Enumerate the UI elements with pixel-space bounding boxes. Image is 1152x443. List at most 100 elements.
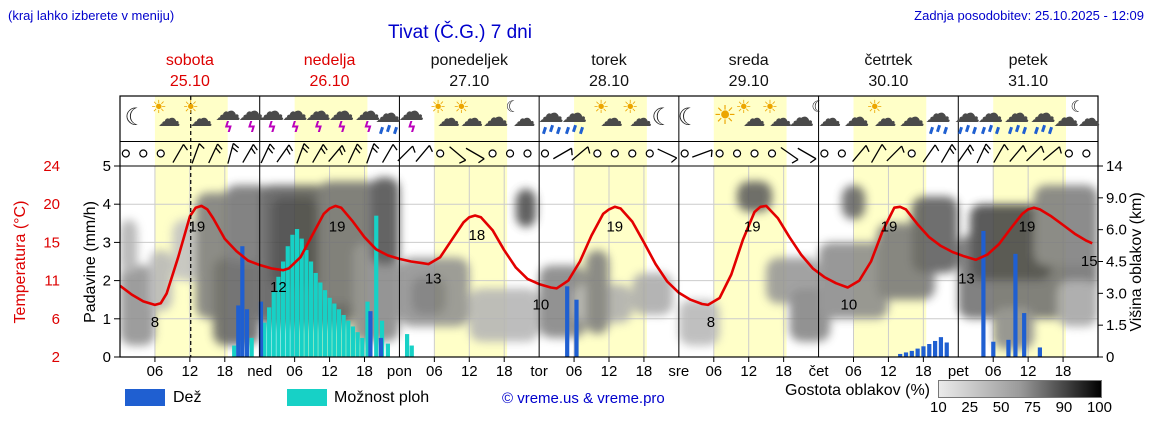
temperature-curve — [120, 204, 1093, 307]
svg-text:06: 06 — [845, 363, 862, 380]
svg-text:0: 0 — [103, 349, 111, 366]
day-name: petek — [1008, 52, 1048, 69]
svg-text:06: 06 — [566, 363, 583, 380]
svg-text:6: 6 — [52, 311, 60, 328]
density-tick: 10 — [930, 399, 947, 416]
svg-text:0: 0 — [1106, 349, 1114, 366]
svg-text:ned: ned — [247, 363, 272, 380]
svg-text:1: 1 — [103, 311, 111, 328]
temperature-labels: 8 19 12 19 13 18 10 19 8 19 10 19 13 19 15 — [151, 218, 1098, 331]
rain-legend-swatch — [125, 389, 165, 406]
day-date: 29.10 — [728, 73, 769, 90]
svg-text:13: 13 — [425, 271, 442, 288]
day-name: torek — [591, 52, 627, 69]
last-update: Zadnja posodobitev: 25.10.2025 - 12:09 — [914, 8, 1144, 23]
svg-text:06: 06 — [426, 363, 443, 380]
day-header-sob: sobota 25.10 — [120, 50, 260, 94]
day-name: sreda — [728, 52, 769, 69]
day-date: 26.10 — [309, 73, 350, 90]
svg-text:18: 18 — [915, 363, 932, 380]
cloud-density-ticks: 10 25 50 75 90 100 — [930, 399, 1112, 416]
svg-text:5: 5 — [103, 158, 111, 175]
svg-text:12: 12 — [321, 363, 338, 380]
svg-text:sre: sre — [668, 363, 689, 380]
day-date: 27.10 — [449, 73, 490, 90]
svg-text:3: 3 — [103, 234, 111, 251]
day-header-čet: četrtek 30.10 — [819, 50, 959, 94]
svg-text:06: 06 — [985, 363, 1002, 380]
svg-text:06: 06 — [147, 363, 164, 380]
svg-text:18: 18 — [636, 363, 653, 380]
shower-legend-label: Možnost ploh — [334, 389, 430, 406]
cloud-height-axis-label: Višina oblakov (km) — [1128, 192, 1145, 332]
svg-text:2: 2 — [103, 273, 111, 290]
copyright-link[interactable]: © vreme.us & vreme.pro — [502, 390, 665, 407]
svg-text:tor: tor — [530, 363, 548, 380]
svg-text:8: 8 — [707, 314, 715, 331]
page-title: Tivat (Č.G.) 7 dni — [388, 22, 532, 43]
density-tick: 25 — [961, 399, 979, 416]
svg-text:18: 18 — [775, 363, 792, 380]
svg-text:9.0: 9.0 — [1106, 190, 1127, 207]
svg-text:12: 12 — [601, 363, 618, 380]
svg-text:19: 19 — [1019, 218, 1036, 235]
menu-hint: (kraj lahko izberete v meniju) — [8, 8, 175, 23]
svg-text:18: 18 — [356, 363, 373, 380]
svg-text:12: 12 — [270, 279, 287, 296]
svg-text:12: 12 — [461, 363, 478, 380]
svg-text:24: 24 — [43, 158, 60, 175]
svg-text:18: 18 — [469, 227, 486, 244]
day-name: ponedeljek — [430, 52, 508, 69]
svg-text:12: 12 — [880, 363, 897, 380]
wind-barbs-row — [121, 142, 1091, 164]
day-date: 30.10 — [868, 73, 909, 90]
svg-text:18: 18 — [216, 363, 233, 380]
svg-text:6.0: 6.0 — [1106, 222, 1127, 239]
day-header-sre: sreda 29.10 — [679, 50, 819, 94]
day-name: nedelja — [303, 52, 356, 69]
svg-text:12: 12 — [1020, 363, 1037, 380]
svg-text:18: 18 — [1055, 363, 1072, 380]
day-date: 28.10 — [588, 73, 630, 90]
svg-text:19: 19 — [606, 218, 623, 235]
svg-text:10: 10 — [533, 297, 550, 314]
cloud-density-gradient — [938, 380, 1102, 398]
rain-legend-label: Dež — [173, 389, 202, 406]
svg-text:11: 11 — [44, 273, 60, 290]
precip-axis-label: Padavine (mm/h) — [82, 201, 99, 323]
svg-text:20: 20 — [43, 196, 60, 213]
svg-text:19: 19 — [881, 218, 898, 235]
svg-text:06: 06 — [705, 363, 722, 380]
precipitation-bars — [232, 215, 1042, 357]
svg-text:4: 4 — [103, 196, 111, 213]
shower-legend-swatch — [287, 389, 327, 406]
cloud-density-label: Gostota oblakov (%) — [785, 382, 930, 399]
svg-text:19: 19 — [329, 218, 346, 235]
svg-text:13: 13 — [958, 271, 975, 288]
svg-text:14: 14 — [1106, 158, 1123, 175]
day-header-tor: torek 28.10 — [539, 50, 679, 94]
svg-text:1.5: 1.5 — [1106, 317, 1127, 334]
density-tick: 50 — [992, 399, 1010, 416]
density-tick: 75 — [1024, 399, 1041, 416]
day-name: četrtek — [864, 52, 913, 69]
density-tick: 100 — [1086, 399, 1112, 416]
svg-text:pet: pet — [948, 363, 970, 380]
day-date: 25.10 — [169, 73, 210, 90]
svg-text:15: 15 — [43, 234, 60, 251]
temperature-axis-label: Temperatura (°C) — [12, 200, 29, 324]
density-tick: 90 — [1055, 399, 1073, 416]
svg-text:pon: pon — [387, 363, 412, 380]
svg-text:06: 06 — [286, 363, 303, 380]
svg-text:19: 19 — [188, 218, 205, 235]
day-date: 31.10 — [1008, 73, 1049, 90]
day-header-ned: nedelja 26.10 — [260, 50, 400, 94]
day-name: sobota — [165, 52, 214, 69]
svg-text:2: 2 — [52, 349, 60, 366]
svg-text:8: 8 — [151, 314, 159, 331]
svg-text:10: 10 — [840, 297, 857, 314]
svg-text:19: 19 — [744, 218, 761, 235]
svg-text:3.0: 3.0 — [1106, 285, 1127, 302]
